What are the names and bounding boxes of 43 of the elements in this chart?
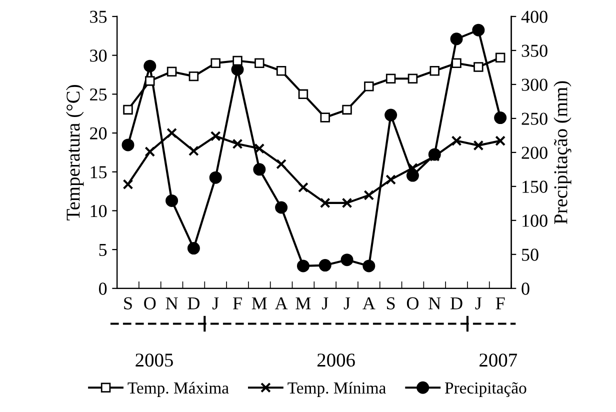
y-tick-label: 5: [99, 244, 107, 256]
text: 2006: [317, 354, 355, 367]
x-tick-label: J: [322, 297, 328, 310]
x-tick-label: N: [166, 297, 178, 310]
y-tick-label: 35: [90, 10, 107, 23]
y2-tick-label: 400: [521, 10, 548, 23]
x-tick-label: M: [252, 297, 267, 310]
x-tick-label: J: [212, 297, 219, 310]
y-axis-title: Temperatura (°C): [66, 85, 84, 220]
text: 2005: [136, 354, 173, 367]
y-tick-label: 0: [98, 282, 107, 295]
y2-tick-label: 300: [522, 78, 548, 91]
y2-tick-label: 100: [522, 214, 548, 227]
x-tick-label: S: [124, 297, 132, 310]
x-tick-label: O: [406, 297, 418, 310]
y2-tick-label: 50: [522, 248, 538, 261]
y2-tick-label: 350: [522, 44, 548, 57]
x-tick-label: D: [450, 297, 462, 310]
y-tick-label: 10: [90, 204, 107, 218]
legend-label: Temp. Mínima: [288, 382, 386, 397]
x-tick-label: J: [344, 297, 350, 310]
x-tick-label: F: [233, 297, 242, 310]
legend-label: Temp. Máxima: [128, 382, 229, 397]
y2-axis-title: Precipitação (mm): [554, 81, 572, 224]
y2-tick-label: 0: [522, 282, 530, 295]
x-tick-label: N: [428, 297, 441, 310]
y2-tick-label: 150: [522, 180, 548, 193]
y-tick-label: 30: [90, 50, 107, 62]
x-tick-label: S: [387, 297, 395, 310]
x-tick-label: J: [475, 297, 482, 310]
text: 2007: [480, 354, 518, 367]
y-tick-label: 20: [90, 127, 107, 140]
x-tick-label: D: [188, 297, 200, 310]
x-tick-label: A: [362, 297, 376, 310]
x-tick-label: O: [144, 297, 156, 310]
x-tick-label: F: [496, 297, 505, 310]
y-tick-label: 25: [90, 88, 107, 101]
legend-label: Precipitação: [444, 382, 526, 397]
x-tick-label: M: [296, 297, 311, 310]
x-tick-label: A: [274, 297, 288, 310]
y2-tick-label: 250: [522, 112, 548, 125]
y2-tick-label: 200: [522, 146, 548, 159]
y-tick-label: 15: [90, 166, 107, 178]
